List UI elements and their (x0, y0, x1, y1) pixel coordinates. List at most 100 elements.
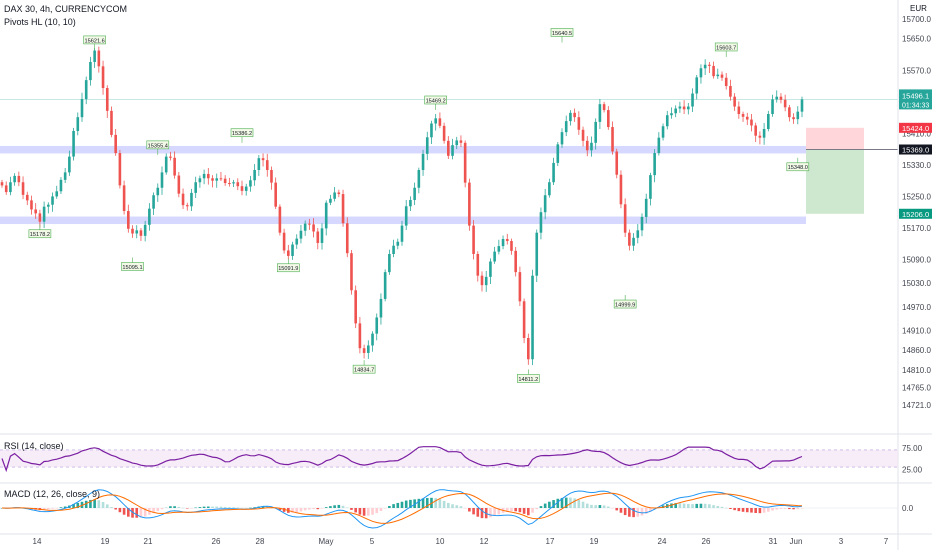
macd-histogram-bar (687, 504, 690, 508)
candle-body (25, 194, 29, 201)
candle-body (291, 244, 294, 256)
macd-histogram-bar (118, 508, 122, 513)
macd-histogram-bar (800, 508, 804, 509)
time-tick-label: May (318, 537, 333, 546)
candle-body (34, 209, 37, 214)
macd-histogram-bar (716, 505, 720, 508)
candle-body (89, 61, 92, 81)
macd-histogram-bar (253, 507, 256, 508)
macd-histogram-bar (303, 508, 307, 511)
candle-body (775, 96, 779, 100)
candle-body (636, 230, 640, 238)
pivot-label-box (121, 262, 144, 271)
candle-body (796, 111, 800, 120)
pivot-label: 15348.0 (788, 165, 808, 171)
macd-histogram-bar (611, 508, 614, 509)
macd-histogram-bar (741, 508, 745, 512)
macd-histogram-bar (737, 508, 741, 512)
macd-histogram-bar (750, 508, 753, 513)
macd-histogram-bar (185, 508, 189, 509)
pivot-label: 15621.6 (85, 38, 105, 44)
candle-body (665, 115, 669, 127)
macd-histogram-bar (438, 499, 442, 508)
candle-body (632, 237, 635, 246)
candle-body (400, 225, 404, 242)
candle-body (47, 204, 50, 207)
candle-body (211, 178, 214, 181)
candle-body (181, 193, 185, 206)
price-tick-label: 14860.0 (902, 346, 931, 355)
time-tick-label: 24 (658, 537, 667, 546)
candle-body (724, 77, 728, 87)
macd-histogram-bar (379, 508, 383, 511)
macd-histogram-bar (329, 506, 332, 508)
candle-body (712, 65, 715, 77)
candle-body (156, 187, 160, 196)
macd-histogram-bar (640, 508, 644, 516)
rsi-label[interactable]: RSI (14, close) (4, 441, 64, 451)
candle-body (497, 246, 501, 252)
price-tick-label: 14810.0 (902, 366, 931, 375)
macd-histogram-bar (644, 508, 648, 514)
macd-histogram-bar (421, 498, 425, 508)
candle-body (510, 240, 513, 251)
macd-histogram-bar (518, 508, 522, 513)
macd-histogram-bar (223, 506, 227, 508)
candle-body (295, 238, 299, 245)
candle-body (143, 224, 147, 236)
macd-histogram-bar (463, 508, 467, 509)
candle-body (9, 182, 12, 193)
macd-histogram-bar (724, 507, 728, 509)
macd-histogram-bar (101, 502, 105, 508)
macd-histogram-bar (413, 499, 416, 508)
macd-histogram-bar (649, 508, 652, 512)
candle-body (30, 200, 33, 210)
macd-histogram-bar (278, 508, 282, 511)
macd-histogram-bar (362, 508, 366, 516)
candle-body (522, 301, 526, 338)
macd-histogram-bar (122, 508, 126, 515)
candle-body (493, 251, 496, 262)
candle-body (758, 135, 762, 138)
candle-body (388, 253, 391, 273)
time-tick-label: 12 (480, 537, 489, 546)
candle-body (463, 142, 467, 183)
candle-body (754, 125, 757, 136)
candle-body (590, 142, 593, 151)
rsi-pane: 75.00 25.00 (0, 444, 923, 474)
candle-body (194, 182, 197, 193)
price-tick-label: 15410.0 (902, 129, 931, 138)
macd-histogram-bar (114, 508, 117, 510)
candle-body (703, 64, 707, 69)
symbol-title[interactable]: DAX 30, 4h, CURRENCYCOM (4, 4, 128, 14)
macd-histogram-bar (282, 508, 286, 512)
macd-histogram-bar (236, 507, 240, 509)
macd-label[interactable]: MACD (12, 26, close, 9) (4, 489, 101, 499)
candle-body (788, 107, 791, 118)
price-tick-label: 14721.0 (902, 401, 931, 410)
time-tick-label: 21 (144, 537, 153, 546)
candle-body (762, 129, 766, 138)
macd-histogram-bar (754, 508, 757, 514)
time-tick-label: 19 (590, 537, 599, 546)
macd-histogram-bar (695, 503, 699, 508)
macd-histogram-bar (354, 508, 357, 513)
pivot-label-box (277, 263, 300, 273)
time-axis[interactable]: 14 19 21 26 28 May 5 10 12 17 19 24 26 31 Jun 3 7 (0, 533, 932, 546)
pivot-label-box (352, 364, 376, 374)
macd-histogram-bar (796, 508, 800, 510)
candle-body (362, 348, 366, 353)
macd-histogram-bar (160, 508, 164, 510)
indicator-label[interactable]: Pivots HL (10, 10) (4, 17, 76, 27)
macd-histogram-bar (367, 508, 370, 516)
candle-body (421, 153, 425, 171)
macd-histogram-bar (712, 505, 715, 508)
pivot-label-box (613, 299, 637, 309)
candle-body (404, 206, 408, 226)
pivot-label: 15603.7 (716, 45, 736, 51)
macd-histogram-bar (767, 508, 770, 512)
price-tick-label: 15250.0 (902, 192, 931, 201)
candle-body (367, 345, 370, 353)
